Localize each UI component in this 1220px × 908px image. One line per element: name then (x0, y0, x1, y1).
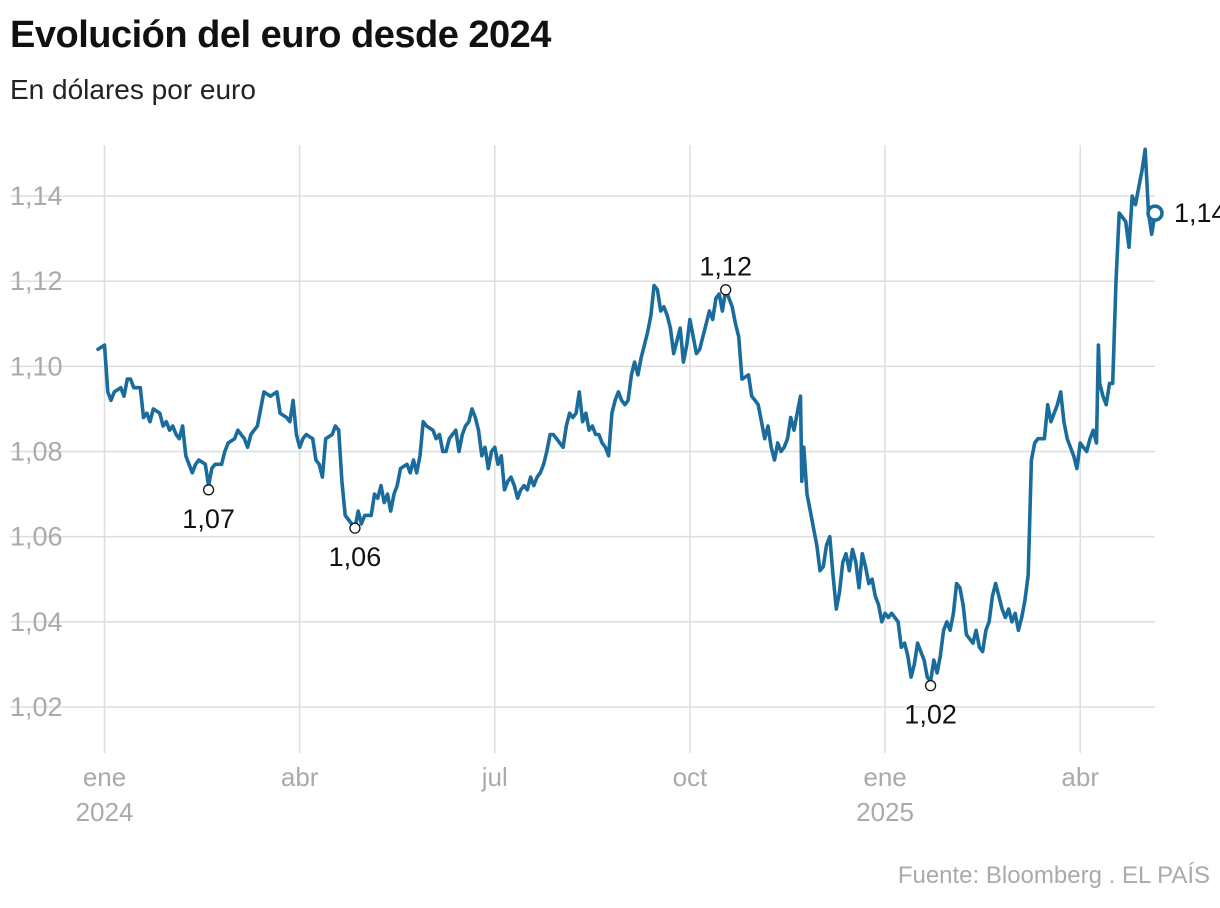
source-credit: Fuente: Bloomberg . EL PAÍS (898, 862, 1210, 890)
source-brand: EL PAÍS (1121, 862, 1210, 889)
x-tick-year: 2025 (856, 797, 914, 827)
y-tick-label: 1,06 (10, 522, 63, 552)
series-line (96, 147, 1157, 684)
x-tick-label: ene (863, 762, 906, 792)
y-tick-label: 1,02 (10, 692, 63, 722)
chart-subtitle: En dólares por euro (10, 74, 256, 105)
x-tick-label: jul (481, 762, 508, 792)
annotation-label: 1,06 (329, 542, 382, 572)
x-tick-label: oct (673, 762, 708, 792)
annotation-label: 1,07 (182, 504, 235, 534)
last-value-marker (1146, 204, 1164, 222)
source-separator: . (1108, 862, 1116, 889)
annotation-marker (349, 522, 361, 534)
annotation-marker (202, 484, 215, 496)
y-tick-label: 1,14 (10, 181, 63, 211)
y-tick-label: 1,12 (10, 266, 63, 296)
x-tick-label: abr (1061, 762, 1099, 792)
annotations-layer: 1,07 1,06 1,12 1,02 1,14 (182, 198, 1220, 730)
gridlines (10, 145, 1155, 753)
annotation-label: 1,14 (1174, 198, 1220, 228)
x-tick-year: 2024 (76, 797, 134, 827)
y-tick-label: 1,04 (10, 607, 63, 637)
annotation-marker (924, 680, 937, 692)
series-layer (96, 147, 1157, 684)
x-tick-label: abr (281, 762, 319, 792)
chart-title: Evolución del euro desde 2024 (10, 14, 551, 56)
y-tick-label: 1,10 (10, 351, 63, 381)
annotation-marker (720, 284, 732, 296)
y-axis-labels: 1,02 1,04 1,06 1,08 1,10 1,12 1,14 (10, 181, 63, 722)
x-axis-labels: ene 2024 abr jul oct ene 2025 abr (76, 762, 1100, 827)
y-tick-label: 1,08 (10, 437, 63, 467)
source-label: Fuente: Bloomberg (897, 862, 1102, 889)
annotation-label: 1,12 (699, 252, 752, 282)
x-tick-label: ene (83, 762, 126, 792)
annotation-label: 1,02 (904, 700, 957, 730)
